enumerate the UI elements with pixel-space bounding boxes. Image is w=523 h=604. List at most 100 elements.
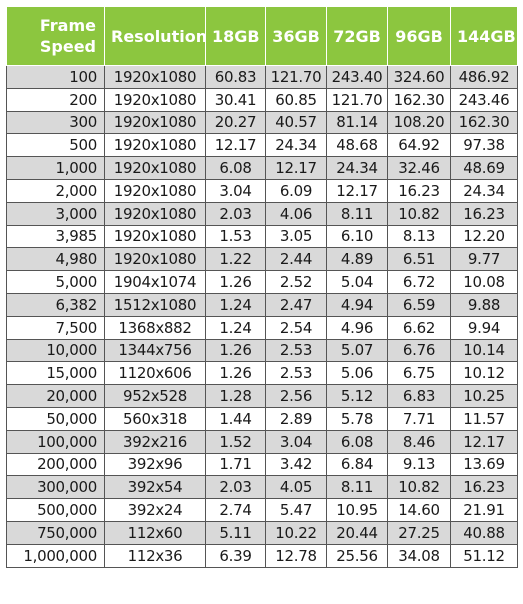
cell-72gb: 81.14	[327, 111, 388, 134]
cell-frame-speed: 3,985	[7, 225, 105, 248]
cell-36gb: 6.09	[266, 179, 327, 202]
cell-96gb: 6.75	[388, 362, 451, 385]
cell-18gb: 5.11	[206, 521, 266, 544]
cell-resolution: 1920x1080	[105, 66, 206, 89]
cell-resolution: 1920x1080	[105, 134, 206, 157]
cell-72gb: 5.04	[327, 271, 388, 294]
cell-96gb: 16.23	[388, 179, 451, 202]
table-row: 7,500 1368x882 1.24 2.54 4.96 6.62 9.94	[7, 316, 518, 339]
cell-18gb: 1.28	[206, 385, 266, 408]
cell-36gb: 4.06	[266, 202, 327, 225]
cell-resolution: 1920x1080	[105, 225, 206, 248]
cell-72gb: 4.89	[327, 248, 388, 271]
cell-18gb: 60.83	[206, 66, 266, 89]
cell-144gb: 40.88	[451, 521, 518, 544]
cell-36gb: 4.05	[266, 476, 327, 499]
header-frame-speed: Frame Speed	[7, 7, 105, 66]
cell-frame-speed: 300	[7, 111, 105, 134]
cell-96gb: 10.82	[388, 202, 451, 225]
table-row: 2,000 1920x1080 3.04 6.09 12.17 16.23 24.34	[7, 179, 518, 202]
cell-36gb: 3.05	[266, 225, 327, 248]
cell-18gb: 1.26	[206, 362, 266, 385]
cell-96gb: 162.30	[388, 88, 451, 111]
cell-144gb: 16.23	[451, 202, 518, 225]
cell-frame-speed: 10,000	[7, 339, 105, 362]
cell-resolution: 112x60	[105, 521, 206, 544]
record-time-table: Frame Speed Resolution 18GB 36GB 72GB 96…	[6, 6, 518, 568]
cell-18gb: 1.22	[206, 248, 266, 271]
table-row: 1,000 1920x1080 6.08 12.17 24.34 32.46 48.69	[7, 157, 518, 180]
table-row: 300 1920x1080 20.27 40.57 81.14 108.20 162.30	[7, 111, 518, 134]
table-body: 100 1920x1080 60.83 121.70 243.40 324.60 486.9…	[7, 66, 518, 568]
cell-resolution: 952x528	[105, 385, 206, 408]
header-resolution: Resolution	[105, 7, 206, 66]
table-row: 3,985 1920x1080 1.53 3.05 6.10 8.13 12.20	[7, 225, 518, 248]
cell-frame-speed: 20,000	[7, 385, 105, 408]
table-row: 100 1920x1080 60.83 121.70 243.40 324.60 486.9…	[7, 66, 518, 89]
cell-resolution: 392x54	[105, 476, 206, 499]
cell-frame-speed: 3,000	[7, 202, 105, 225]
cell-18gb: 1.53	[206, 225, 266, 248]
cell-frame-speed: 200,000	[7, 453, 105, 476]
table-row: 500,000 392x24 2.74 5.47 10.95 14.60 21.91	[7, 499, 518, 522]
table-row: 100,000 392x216 1.52 3.04 6.08 8.46 12.17	[7, 430, 518, 453]
cell-96gb: 14.60	[388, 499, 451, 522]
cell-72gb: 243.40	[327, 66, 388, 89]
cell-144gb: 10.08	[451, 271, 518, 294]
cell-72gb: 5.78	[327, 407, 388, 430]
cell-18gb: 2.03	[206, 476, 266, 499]
cell-144gb: 10.14	[451, 339, 518, 362]
cell-72gb: 5.06	[327, 362, 388, 385]
cell-72gb: 48.68	[327, 134, 388, 157]
cell-72gb: 25.56	[327, 544, 388, 567]
header-row: Frame Speed Resolution 18GB 36GB 72GB 96…	[7, 7, 518, 66]
cell-96gb: 6.62	[388, 316, 451, 339]
cell-resolution: 392x216	[105, 430, 206, 453]
cell-144gb: 16.23	[451, 476, 518, 499]
cell-144gb: 12.17	[451, 430, 518, 453]
cell-36gb: 2.44	[266, 248, 327, 271]
table-row: 1,000,000 112x36 6.39 12.78 25.56 34.08 51.12	[7, 544, 518, 567]
table-row: 750,000 112x60 5.11 10.22 20.44 27.25 40.88	[7, 521, 518, 544]
cell-36gb: 12.78	[266, 544, 327, 567]
cell-frame-speed: 2,000	[7, 179, 105, 202]
cell-36gb: 10.22	[266, 521, 327, 544]
cell-72gb: 5.12	[327, 385, 388, 408]
cell-96gb: 27.25	[388, 521, 451, 544]
cell-96gb: 6.51	[388, 248, 451, 271]
cell-36gb: 2.54	[266, 316, 327, 339]
cell-72gb: 6.10	[327, 225, 388, 248]
cell-144gb: 13.69	[451, 453, 518, 476]
cell-resolution: 1512x1080	[105, 293, 206, 316]
table-row: 50,000 560x318 1.44 2.89 5.78 7.71 11.57	[7, 407, 518, 430]
cell-144gb: 486.92	[451, 66, 518, 89]
cell-18gb: 20.27	[206, 111, 266, 134]
cell-96gb: 7.71	[388, 407, 451, 430]
cell-18gb: 2.74	[206, 499, 266, 522]
cell-18gb: 1.26	[206, 271, 266, 294]
table-row: 3,000 1920x1080 2.03 4.06 8.11 10.82 16.23	[7, 202, 518, 225]
cell-resolution: 392x24	[105, 499, 206, 522]
cell-72gb: 4.94	[327, 293, 388, 316]
cell-144gb: 10.12	[451, 362, 518, 385]
cell-36gb: 121.70	[266, 66, 327, 89]
table-row: 200 1920x1080 30.41 60.85 121.70 162.30 243.46	[7, 88, 518, 111]
cell-18gb: 1.24	[206, 316, 266, 339]
cell-resolution: 1904x1074	[105, 271, 206, 294]
cell-96gb: 32.46	[388, 157, 451, 180]
header-36gb: 36GB	[266, 7, 327, 66]
header-18gb: 18GB	[206, 7, 266, 66]
header-144gb: 144GB	[451, 7, 518, 66]
cell-resolution: 1920x1080	[105, 179, 206, 202]
cell-frame-speed: 4,980	[7, 248, 105, 271]
cell-144gb: 243.46	[451, 88, 518, 111]
cell-resolution: 1920x1080	[105, 202, 206, 225]
cell-18gb: 1.26	[206, 339, 266, 362]
cell-96gb: 6.59	[388, 293, 451, 316]
cell-frame-speed: 6,382	[7, 293, 105, 316]
table-row: 20,000 952x528 1.28 2.56 5.12 6.83 10.25	[7, 385, 518, 408]
cell-frame-speed: 300,000	[7, 476, 105, 499]
cell-96gb: 6.83	[388, 385, 451, 408]
cell-36gb: 5.47	[266, 499, 327, 522]
cell-resolution: 1920x1080	[105, 111, 206, 134]
